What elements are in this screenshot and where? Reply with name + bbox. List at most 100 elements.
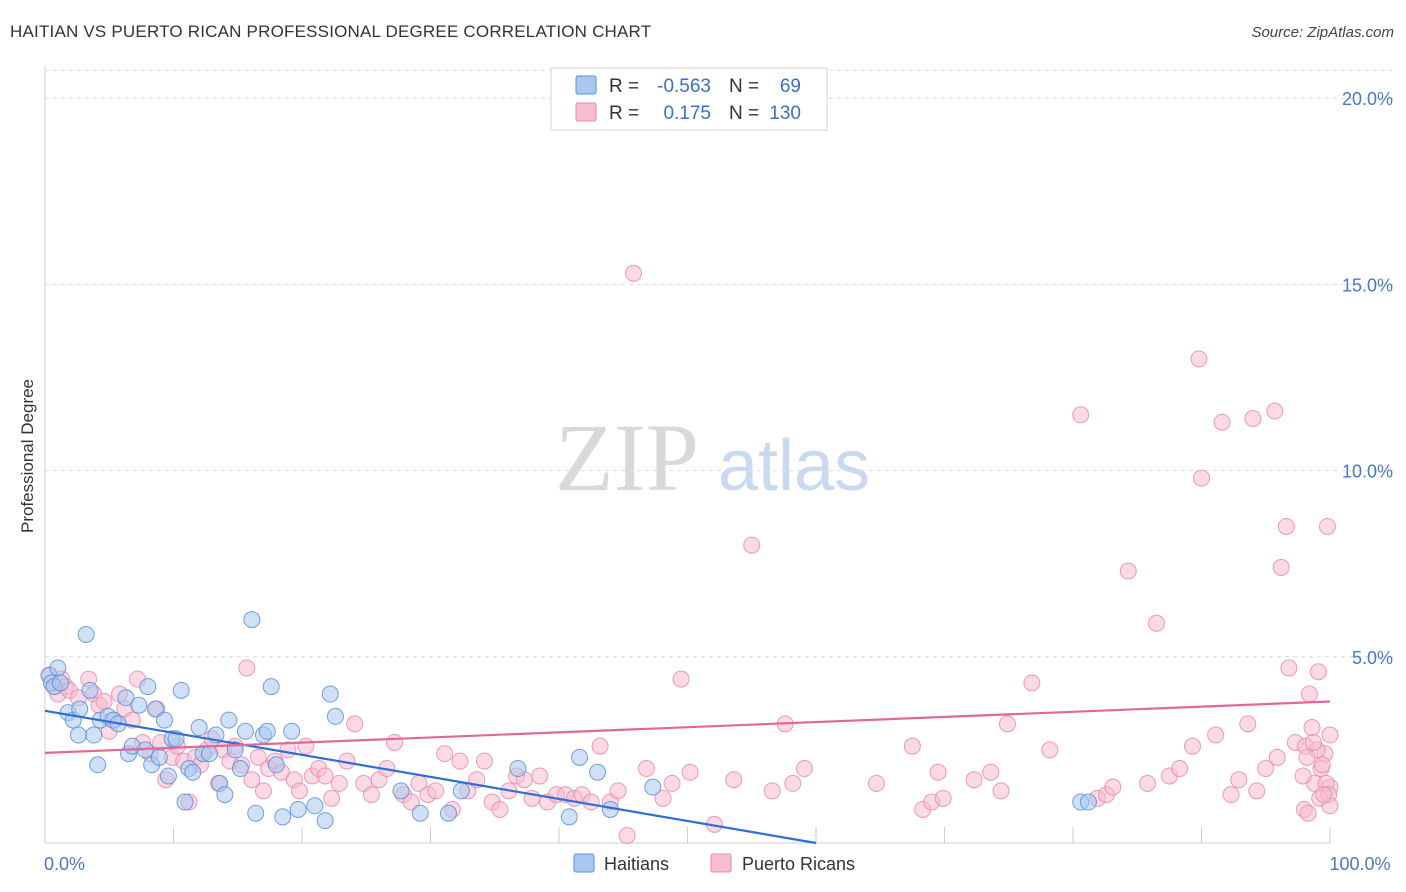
puerto-rican-point — [346, 715, 364, 733]
puerto-rican-point — [451, 752, 469, 770]
puerto-rican-point — [1184, 737, 1202, 755]
haitian-point — [262, 678, 280, 696]
puerto-rican-point — [1190, 350, 1208, 368]
puerto-rican-point — [743, 536, 761, 554]
puerto-rican-point — [1239, 715, 1257, 733]
haitian-point — [147, 700, 165, 718]
puerto-rican-point — [1299, 804, 1317, 822]
haitian-point — [159, 767, 177, 785]
puerto-rican-point — [491, 800, 509, 818]
haitian-point — [71, 700, 89, 718]
stats-legend-box — [550, 67, 828, 131]
puerto-rican-point — [1313, 756, 1331, 774]
x-tick-label: 0.0% — [44, 854, 85, 874]
puerto-rican-point — [1257, 760, 1275, 778]
puerto-rican-point — [243, 771, 261, 789]
haitian-point — [571, 748, 589, 766]
puerto-rican-point — [1244, 409, 1262, 427]
puerto-rican-point — [625, 264, 643, 282]
puerto-rican-point — [1222, 786, 1240, 804]
puerto-rican-point — [1318, 517, 1336, 535]
haitian-point — [156, 711, 174, 729]
puerto-rican-point — [929, 763, 947, 781]
legend-n-value-puerto-ricans: 130 — [769, 103, 801, 124]
puerto-rican-point — [1294, 767, 1312, 785]
watermark-zip: ZIP — [555, 404, 699, 511]
puerto-rican-point — [1309, 663, 1327, 681]
puerto-rican-point — [362, 786, 380, 804]
puerto-rican-point — [609, 782, 627, 800]
haitian-point — [247, 804, 265, 822]
haitian-point — [316, 812, 334, 830]
haitian-point — [81, 681, 99, 699]
puerto-rican-point — [386, 733, 404, 751]
puerto-rican-point — [1280, 659, 1298, 677]
haitian-point — [452, 782, 470, 800]
puerto-rican-point — [1213, 413, 1231, 431]
puerto-rican-point — [1248, 782, 1266, 800]
haitian-point — [49, 659, 67, 677]
puerto-rican-point — [681, 763, 699, 781]
y-tick-label: 15.0% — [1342, 275, 1393, 295]
puerto-rican-point — [1321, 726, 1339, 744]
haitian-point — [589, 763, 607, 781]
puerto-rican-point — [427, 782, 445, 800]
puerto-rican-point — [654, 789, 672, 807]
haitian-point — [1079, 793, 1097, 811]
puerto-rican-point — [1315, 786, 1333, 804]
haitian-point — [117, 689, 135, 707]
legend-r-value-haitians: -0.563 — [657, 76, 711, 97]
y-tick-label: 10.0% — [1342, 462, 1393, 482]
puerto-rican-point — [254, 782, 272, 800]
puerto-rican-point — [436, 745, 454, 763]
haitian-point — [216, 786, 234, 804]
puerto-rican-point — [1148, 614, 1166, 632]
puerto-rican-point — [1303, 719, 1321, 737]
haitian-point — [231, 760, 249, 778]
y-axis-label: Professional Degree — [18, 379, 37, 533]
haitian-point — [172, 681, 190, 699]
data-points — [40, 264, 1339, 845]
puerto-rican-point — [1230, 771, 1248, 789]
puerto-rican-point — [95, 692, 113, 710]
puerto-rican-point — [1298, 748, 1316, 766]
legend-n-label-haitians: N = — [729, 76, 759, 97]
puerto-rican-trend-line — [44, 700, 1331, 754]
puerto-rican-point — [1277, 517, 1295, 535]
series-legend-swatch-haitians — [573, 853, 595, 873]
haitian-point — [289, 800, 307, 818]
haitian-point — [509, 760, 527, 778]
puerto-rican-point — [1023, 674, 1041, 692]
haitian-point — [69, 726, 87, 744]
puerto-rican-point — [290, 782, 308, 800]
puerto-rican-point — [982, 763, 1000, 781]
legend-swatch-haitians — [575, 75, 597, 95]
puerto-rican-point — [1139, 774, 1157, 792]
puerto-rican-point — [1304, 733, 1322, 751]
puerto-rican-point — [867, 774, 885, 792]
puerto-rican-point — [1104, 778, 1122, 796]
puerto-rican-point — [316, 767, 334, 785]
legend-r-label-haitians: R = — [609, 76, 639, 97]
puerto-rican-point — [795, 760, 813, 778]
puerto-rican-point — [998, 715, 1016, 733]
x-tick-label: 100.0% — [1329, 854, 1390, 874]
haitian-point — [560, 808, 578, 826]
puerto-rican-point — [1268, 748, 1286, 766]
puerto-rican-point — [1193, 469, 1210, 487]
puerto-rican-point — [475, 752, 493, 770]
axes: 5.0% 10.0% 15.0% 20.0% 0.0% 100.0% — [44, 66, 1393, 874]
trend-lines — [44, 700, 1331, 845]
haitian-point — [220, 711, 238, 729]
puerto-rican-point — [663, 774, 681, 792]
haitian-point — [130, 696, 148, 714]
puerto-rican-point — [297, 737, 315, 755]
puerto-rican-point — [591, 737, 609, 755]
puerto-rican-point — [582, 793, 600, 811]
puerto-rican-point — [1207, 726, 1225, 744]
haitian-point — [392, 782, 410, 800]
stats-legend: R = -0.563 N = 69 R = 0.175 N = 130 — [550, 67, 828, 131]
chart-title: HAITIAN VS PUERTO RICAN PROFESSIONAL DEG… — [10, 22, 652, 41]
legend-swatch-puerto-ricans — [575, 102, 597, 122]
puerto-rican-point — [1072, 406, 1090, 424]
